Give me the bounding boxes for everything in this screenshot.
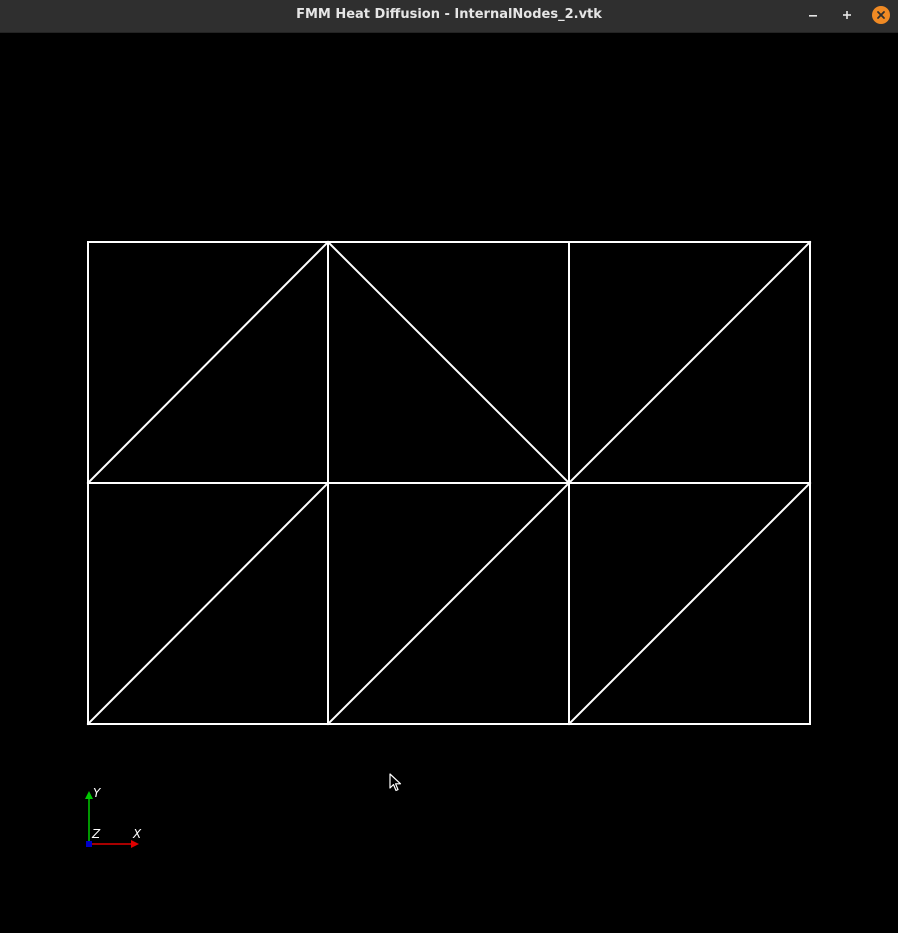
y-axis-arrow [85, 791, 93, 799]
minimize-icon [809, 15, 817, 17]
z-axis-label: Z [92, 827, 101, 841]
orientation-axes [85, 791, 139, 848]
x-axis-label: X [133, 827, 142, 841]
mesh-edge [326, 481, 571, 726]
close-button[interactable] [872, 6, 890, 24]
maximize-button[interactable] [838, 6, 856, 24]
title-bar[interactable]: FMM Heat Diffusion - InternalNodes_2.vtk [0, 0, 898, 33]
maximize-icon [843, 11, 851, 19]
mesh-scene[interactable] [0, 33, 898, 933]
mouse-pointer-icon [389, 773, 403, 797]
mesh-edge [86, 481, 330, 726]
wireframe-mesh [86, 240, 812, 726]
minimize-button[interactable] [804, 6, 822, 24]
mesh-edge [86, 240, 330, 485]
x-axis-arrow [131, 840, 139, 848]
close-icon [877, 11, 885, 19]
y-axis-label: Y [93, 786, 101, 800]
mesh-edge [326, 240, 571, 485]
window-title: FMM Heat Diffusion - InternalNodes_2.vtk [296, 7, 602, 22]
render-viewport[interactable]: Y Z X [0, 33, 898, 933]
mesh-edge [567, 240, 812, 485]
mesh-edge [567, 481, 812, 726]
z-axis [86, 841, 92, 847]
